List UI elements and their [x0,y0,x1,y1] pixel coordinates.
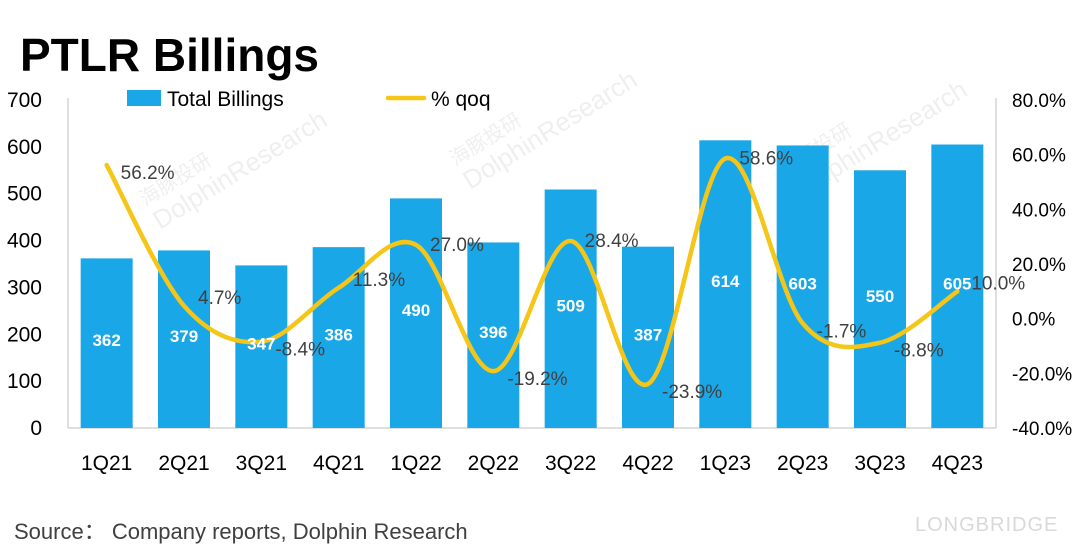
x-tick-label: 4Q23 [932,452,983,475]
qoq-value-label: 11.3% [353,270,406,291]
source-note: Source： Company reports, Dolphin Researc… [14,519,468,544]
y2-tick-label: 20.0% [1012,255,1066,276]
y-tick-label: 500 [7,183,42,206]
x-tick-label: 3Q22 [545,452,596,475]
bar-value-label: 386 [324,326,352,345]
qoq-value-label: -23.9% [662,382,722,403]
x-tick-label: 4Q21 [313,452,364,475]
bars [80,140,984,429]
bar-value-label: 603 [788,275,816,294]
qoq-line-path [104,156,960,387]
bar-4Q21 [312,247,365,428]
bar-1Q21 [80,258,133,428]
qoq-value-label: -1.7% [817,321,867,342]
qoq-value-label: 10.0% [971,273,1025,294]
y-tick-label: 200 [7,323,42,346]
x-tick-label: 1Q22 [390,452,441,475]
bar-value-label: 387 [634,325,662,344]
bar-4Q23 [931,144,984,428]
bar-3Q23 [854,170,906,429]
watermark-brand: LONGBRIDGE [915,514,1058,536]
x-tick-label: 2Q21 [158,452,209,475]
y-tick-label: 0 [30,417,42,440]
qoq-value-label: 28.4% [585,231,639,252]
legend-label-bar: Total Billings [167,88,284,111]
x-tick-label: 2Q23 [777,452,828,475]
x-tick-label: 4Q22 [622,452,673,475]
bar-1Q22 [390,198,442,428]
legend-label-line: % qoq [431,88,491,111]
y-tick-label: 400 [7,230,42,253]
data-labels: 362 379 347 386 490 396 509 387 614 603 550 605 56.2… [92,148,1025,403]
qoq-value-label: 4.7% [198,288,241,309]
bar-value-label: 490 [402,301,430,320]
bar-value-label: 605 [943,274,971,293]
y-tick-label: 700 [7,89,42,112]
y-tick-label: 300 [7,276,42,299]
bar-value-label: 550 [866,287,894,306]
y2-tick-label: 60.0% [1012,146,1066,167]
bar-3Q22 [544,189,597,428]
bar-4Q22 [622,246,674,428]
x-tick-label: 1Q21 [81,452,132,475]
qoq-value-label: 58.6% [739,148,793,169]
y-tick-label: 600 [7,136,42,159]
qoq-value-label: 56.2% [121,163,175,184]
qoq-value-label: -8.8% [894,341,944,362]
bar-value-label: 396 [479,323,507,342]
y2-tick-label: -20.0% [1012,364,1072,385]
x-tick-label: 3Q23 [854,452,905,475]
bar-3Q21 [235,265,288,428]
y2-tick-label: 40.0% [1012,200,1066,221]
bar-value-label: 362 [92,331,120,350]
x-tick-label: 1Q23 [700,452,751,475]
bar-value-label: 347 [247,335,275,354]
y-tick-label: 100 [7,370,42,393]
axes: 0 100 200 300 400 500 600 700 -40.0% -20.0% 0.0% 20… [7,89,1072,475]
bar-2Q22 [467,242,520,428]
qoq-value-label: 27.0% [430,235,484,256]
qoq-value-label: -19.2% [507,369,567,390]
chart-title: PTLR Billings [20,29,319,81]
legend: Total Billings % qoq [127,88,491,111]
qoq-value-label: -8.4% [275,340,325,361]
bar-value-label: 509 [556,297,584,316]
x-tick-label: 2Q22 [468,452,519,475]
y2-tick-label: 80.0% [1012,91,1066,112]
qoq-line [104,156,960,387]
legend-swatch-bar [127,90,161,106]
x-tick-label: 3Q21 [236,452,287,475]
y2-tick-label: 0.0% [1012,310,1055,331]
y2-tick-label: -40.0% [1012,419,1072,440]
bar-value-label: 379 [170,327,198,346]
bar-value-label: 614 [711,272,740,291]
